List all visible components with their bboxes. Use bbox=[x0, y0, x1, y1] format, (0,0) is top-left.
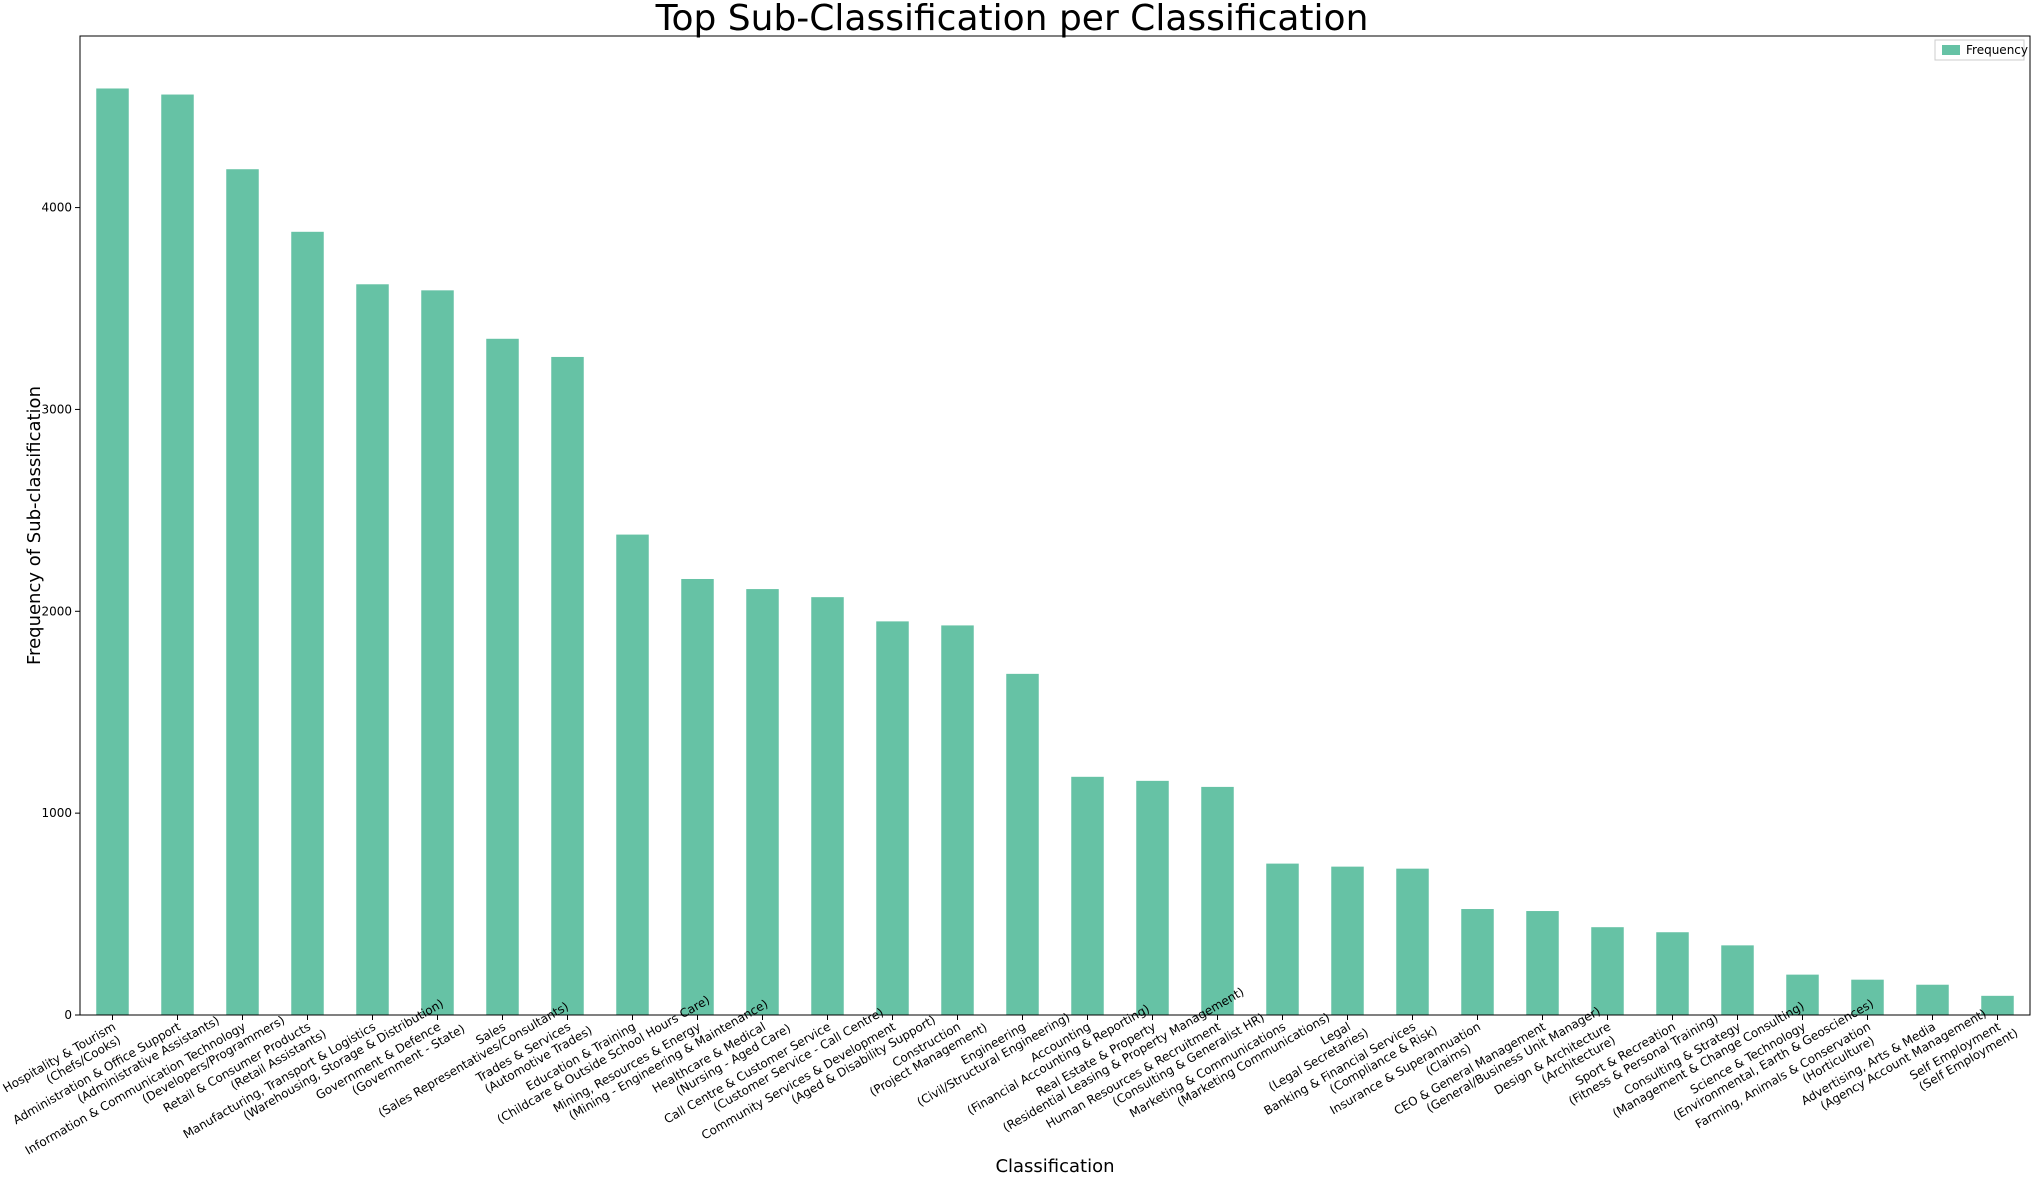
bar bbox=[1006, 673, 1039, 1015]
bar bbox=[876, 621, 909, 1015]
plot-frame bbox=[79, 35, 2031, 1016]
y-tick-label: 0 bbox=[64, 1008, 72, 1022]
bar bbox=[1266, 863, 1299, 1015]
bars-group bbox=[96, 88, 2014, 1016]
chart-title: Top Sub-Classification per Classificatio… bbox=[655, 0, 1369, 39]
bar bbox=[421, 290, 454, 1015]
bar bbox=[356, 284, 389, 1015]
bar bbox=[486, 338, 519, 1015]
bar bbox=[1331, 866, 1364, 1015]
bar bbox=[1656, 932, 1689, 1015]
y-tick-label: 1000 bbox=[41, 806, 72, 820]
bar bbox=[1786, 974, 1819, 1015]
bar bbox=[1071, 776, 1104, 1015]
bar bbox=[96, 88, 129, 1015]
y-tick-label: 2000 bbox=[41, 604, 72, 618]
legend: Frequency bbox=[1934, 39, 2028, 61]
bar bbox=[811, 597, 844, 1015]
bar bbox=[941, 625, 974, 1015]
bar bbox=[1526, 911, 1559, 1015]
bar bbox=[1396, 868, 1429, 1015]
bar bbox=[1461, 909, 1494, 1015]
bar bbox=[161, 94, 194, 1015]
bar bbox=[291, 231, 324, 1016]
y-axis-ticks: 0 1000 2000 3000 4000 bbox=[41, 201, 80, 1022]
bar bbox=[681, 578, 714, 1015]
x-axis-label: Classification bbox=[995, 1156, 1114, 1177]
y-tick-label: 3000 bbox=[41, 402, 72, 416]
bar bbox=[1591, 927, 1624, 1015]
bar bbox=[746, 589, 779, 1015]
bar bbox=[1201, 786, 1234, 1015]
y-axis-label: Frequency of Sub-classification bbox=[24, 386, 45, 665]
bar bbox=[616, 534, 649, 1015]
legend-swatch bbox=[1942, 45, 1960, 55]
bar bbox=[226, 169, 259, 1016]
bar bbox=[1916, 984, 1949, 1015]
bar bbox=[1136, 780, 1169, 1015]
bar bbox=[551, 356, 584, 1015]
legend-label: Frequency bbox=[1966, 43, 2028, 57]
y-tick-label: 4000 bbox=[41, 201, 72, 215]
bar bbox=[1981, 995, 2014, 1015]
bar bbox=[1721, 945, 1754, 1015]
bar bbox=[1851, 979, 1884, 1015]
